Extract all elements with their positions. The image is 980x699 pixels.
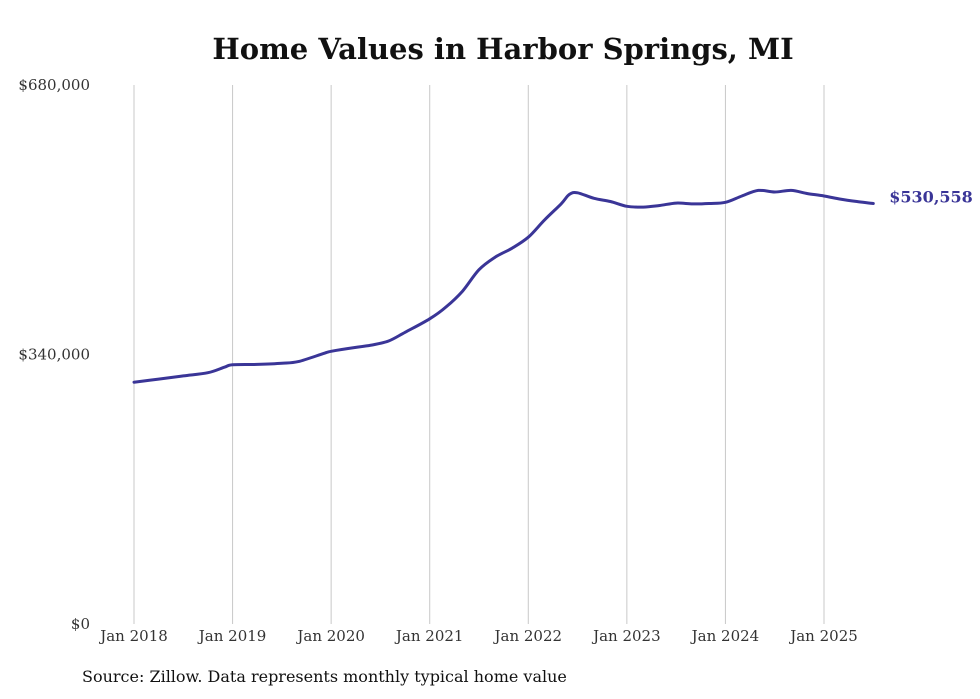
gridlines bbox=[133, 85, 825, 624]
y-tick-label: $340,000 bbox=[18, 346, 90, 364]
source-note: Source: Zillow. Data represents monthly … bbox=[82, 667, 567, 686]
x-tick-label: Jan 2018 bbox=[98, 627, 168, 645]
x-tick-label: Jan 2022 bbox=[493, 627, 563, 645]
y-tick-label: $680,000 bbox=[18, 76, 90, 94]
home-value-series-line bbox=[132, 188, 875, 384]
latest-value-label: $530,558 bbox=[889, 187, 973, 206]
x-tick-label: Jan 2021 bbox=[394, 627, 464, 645]
x-tick-label: Jan 2024 bbox=[690, 627, 760, 645]
x-tick-label: Jan 2025 bbox=[788, 627, 858, 645]
x-tick-label: Jan 2019 bbox=[197, 627, 267, 645]
y-axis-ticks: $0 $340,000 $680,000 bbox=[18, 76, 90, 633]
x-axis-ticks: Jan 2018 Jan 2019 Jan 2020 Jan 2021 Jan 2022… bbox=[98, 627, 858, 645]
x-tick-label: Jan 2020 bbox=[295, 627, 365, 645]
y-tick-label: $0 bbox=[71, 615, 90, 633]
chart-title: Home Values in Harbor Springs, MI bbox=[212, 32, 793, 66]
x-tick-label: Jan 2023 bbox=[591, 627, 661, 645]
